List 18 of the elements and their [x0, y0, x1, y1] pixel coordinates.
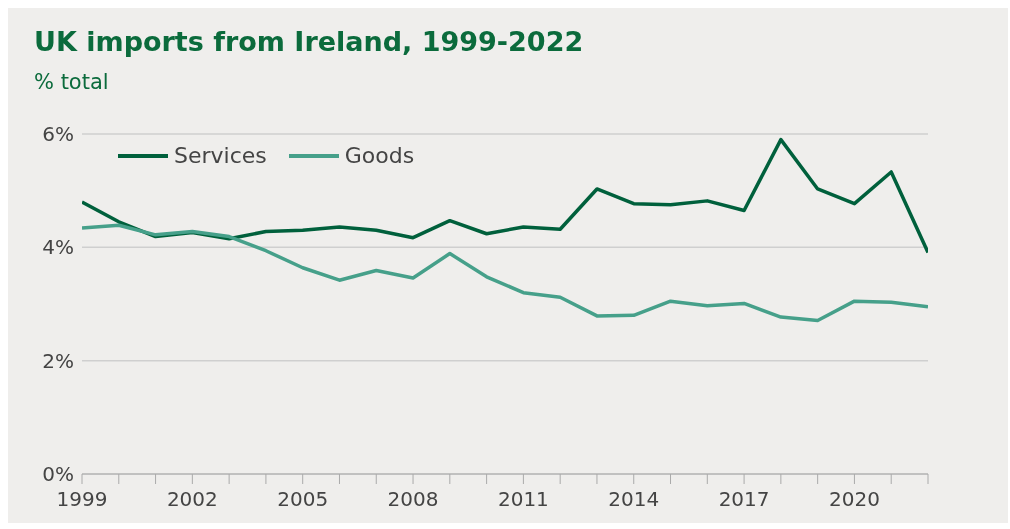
line-series [82, 137, 928, 255]
x-tick-label: 2020 [828, 487, 880, 512]
chart-title: UK imports from Ireland, 1999-2022 [34, 26, 584, 57]
chart-subtitle: % total [34, 70, 109, 94]
x-tick-label: 2002 [166, 487, 218, 512]
y-tick-label: 4% [42, 235, 74, 260]
x-tick-label: 1999 [56, 487, 108, 512]
legend-label: Services [174, 143, 267, 168]
y-tick-label: 0% [42, 462, 74, 487]
line-series [82, 223, 928, 323]
x-tick-label: 2005 [277, 487, 329, 512]
x-tick-label: 2014 [608, 487, 660, 512]
x-tick-label: 2008 [387, 487, 439, 512]
x-tick-label: 2017 [718, 487, 770, 512]
legend-label: Goods [344, 143, 415, 168]
y-tick-label: 6% [42, 122, 74, 147]
x-tick-label: 2011 [497, 487, 549, 512]
y-tick-label: 2% [42, 348, 74, 373]
